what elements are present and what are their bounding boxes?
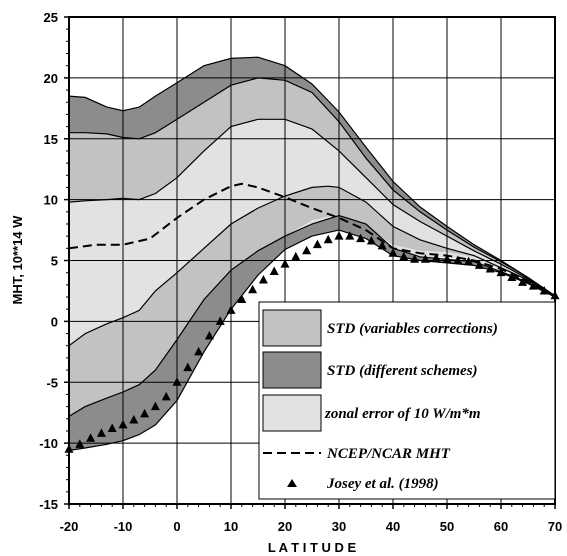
legend-label-zonal: zonal error of 10 W/m*m (324, 406, 481, 422)
josey-point-13 (204, 330, 214, 340)
x-tick-label-6: 40 (386, 519, 400, 534)
josey-point-6 (129, 414, 139, 424)
josey-series (64, 231, 560, 453)
x-axis-title: L A T I T U D E (268, 540, 357, 555)
josey-point-34 (431, 253, 441, 262)
y-tick-label-3: 10 (44, 193, 58, 208)
y-tick-label-0: 25 (44, 10, 58, 25)
y-tick-label-4: 5 (51, 254, 58, 269)
josey-point-40 (496, 267, 506, 277)
axis-ticks (64, 16, 556, 509)
x-tick-labels: -20 -10 0 10 20 30 40 50 60 70 (60, 519, 563, 534)
x-tick-label-0: -20 (60, 519, 79, 534)
legend-swatch-variables (262, 309, 322, 347)
y-tick-label-8: -15 (39, 497, 58, 512)
josey-point-35 (442, 254, 452, 263)
band-3 (69, 186, 555, 431)
x-tick-label-5: 30 (332, 519, 346, 534)
x-tick-label-3: 10 (224, 519, 238, 534)
josey-point-16 (237, 294, 247, 303)
legend: STD (variables corrections) STD (differe… (258, 301, 556, 500)
legend-swatch-zonal (262, 394, 322, 432)
y-tick-label-2: 15 (44, 132, 58, 147)
ncep-ncar-series (69, 182, 555, 297)
josey-point-42 (518, 277, 528, 286)
josey-point-12 (194, 346, 204, 356)
boundary-line-2 (69, 118, 555, 297)
legend-label-ncep: NCEP/NCAR MHT (326, 446, 451, 462)
josey-point-43 (528, 281, 538, 290)
x-tick-label-9: 70 (548, 519, 562, 534)
josey-point-32 (410, 254, 420, 263)
josey-point-41 (507, 272, 517, 282)
josey-point-28 (366, 236, 376, 245)
josey-point-30 (388, 248, 398, 257)
band-1 (69, 77, 555, 296)
legend-label-variables: STD (variables corrections) (327, 321, 498, 337)
josey-point-1 (75, 439, 85, 448)
josey-point-36 (453, 255, 463, 264)
josey-point-26 (345, 231, 355, 240)
y-tick-label-6: -5 (46, 375, 58, 390)
josey-point-11 (183, 362, 193, 372)
josey-point-37 (464, 256, 474, 266)
y-tick-label-7: -10 (39, 436, 58, 451)
x-tick-label-8: 60 (494, 519, 508, 534)
josey-point-3 (96, 428, 106, 437)
y-tick-label-1: 20 (44, 71, 58, 86)
josey-point-15 (226, 305, 236, 314)
x-tick-label-7: 50 (440, 519, 454, 534)
josey-point-5 (118, 419, 128, 429)
legend-label-josey: Josey et al. (1998) (326, 476, 439, 492)
band-boundaries (69, 56, 555, 451)
legend-label-schemes: STD (different schemes) (327, 363, 478, 379)
josey-point-23 (312, 239, 322, 249)
josey-point-8 (150, 401, 160, 411)
josey-point-33 (420, 254, 430, 263)
josey-point-4 (107, 423, 117, 433)
josey-point-20 (280, 259, 290, 268)
josey-point-18 (258, 274, 268, 284)
josey-point-10 (172, 377, 182, 386)
josey-point-19 (269, 266, 279, 275)
josey-point-9 (161, 391, 171, 401)
x-tick-label-4: 20 (278, 519, 292, 534)
boundary-line-1 (69, 77, 555, 297)
x-tick-label-2: 0 (173, 519, 180, 534)
josey-point-2 (86, 433, 96, 442)
error-bands (69, 57, 555, 451)
josey-point-22 (302, 245, 312, 255)
legend-triangle-josey (287, 479, 297, 487)
boundary-line-0 (69, 56, 555, 297)
josey-point-14 (215, 316, 225, 325)
band-4 (69, 215, 555, 451)
josey-point-25 (334, 231, 344, 240)
josey-point-7 (140, 408, 150, 418)
josey-point-27 (356, 233, 366, 243)
boundary-line-3 (69, 185, 555, 347)
y-tick-labels: 25 20 15 10 5 0 -5 -10 -15 (39, 10, 58, 512)
josey-point-29 (377, 240, 387, 250)
ncep-ncar-line (69, 182, 555, 297)
y-axis-title: MHT, 10**14 W (10, 215, 25, 305)
boundary-line-4 (69, 214, 555, 417)
legend-swatch-schemes (262, 351, 322, 389)
josey-point-39 (485, 264, 495, 273)
josey-point-31 (399, 251, 409, 261)
josey-point-38 (474, 260, 484, 269)
josey-point-44 (539, 285, 549, 295)
y-tick-label-5: 0 (51, 314, 58, 329)
x-tick-label-1: -10 (114, 519, 133, 534)
josey-point-24 (323, 234, 333, 244)
josey-point-21 (291, 251, 301, 261)
josey-point-17 (248, 284, 258, 294)
